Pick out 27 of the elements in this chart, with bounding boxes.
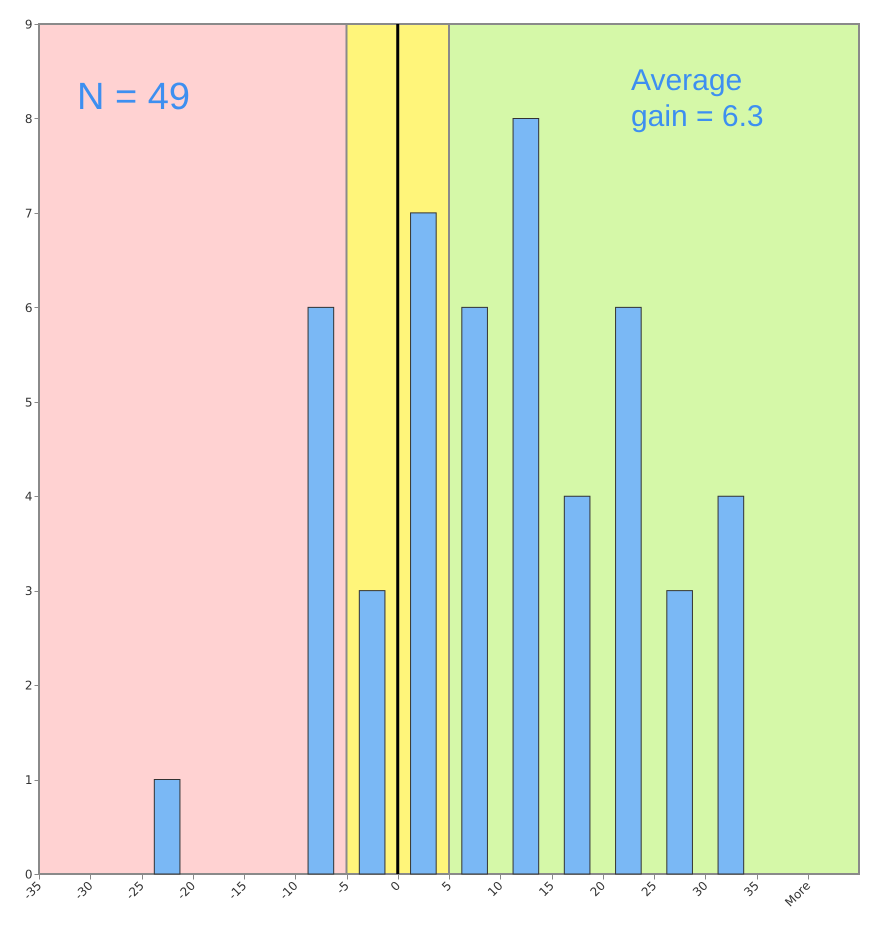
x-tick-label: 10 <box>484 878 506 900</box>
x-tick-label: 30 <box>690 878 711 900</box>
y-tick-label: 6 <box>24 300 32 315</box>
x-tick-label: 5 <box>439 878 454 894</box>
x-tick-label: -25 <box>123 878 147 902</box>
y-tick-label: 0 <box>24 868 32 882</box>
annotation: Average gain = 6.3 <box>631 64 764 133</box>
x-tick-label: -5 <box>334 878 352 897</box>
annotation: N = 49 <box>77 76 190 118</box>
x-tick-label: -20 <box>174 878 198 902</box>
x-tick-label: 0 <box>388 878 404 894</box>
y-tick-label: 3 <box>24 584 32 598</box>
x-tick-label: -15 <box>226 878 250 902</box>
x-tick-label: 25 <box>638 878 660 900</box>
x-tick-label: -30 <box>72 878 96 902</box>
x-tick-label: -10 <box>276 878 301 902</box>
x-tick-label: 20 <box>587 878 608 900</box>
x-tick-label: -35 <box>20 878 44 902</box>
y-tick-label: 7 <box>24 206 32 220</box>
y-tick-label: 9 <box>24 18 32 32</box>
y-tick-label: 1 <box>24 773 32 788</box>
y-tick-label: 2 <box>24 678 32 693</box>
y-tick-label: 4 <box>24 490 32 504</box>
x-tick-label: 35 <box>741 878 762 900</box>
y-tick-label: 8 <box>24 112 32 126</box>
x-tick-label: 15 <box>536 878 557 900</box>
y-tick-label: 5 <box>24 395 32 410</box>
